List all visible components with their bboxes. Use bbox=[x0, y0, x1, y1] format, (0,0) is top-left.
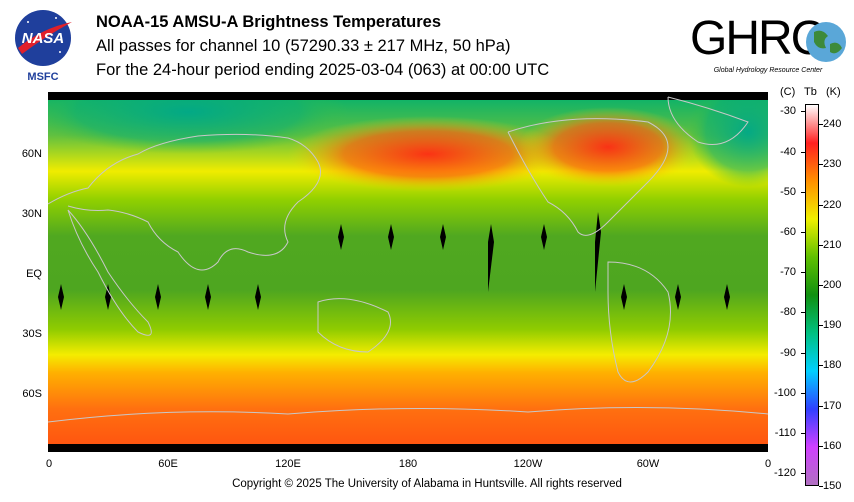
colorbar-kelvin-tick: 240 bbox=[823, 118, 842, 131]
lat-label-30s: 30S bbox=[22, 328, 42, 340]
colorbar-kelvin-tick: 180 bbox=[823, 359, 842, 372]
colorbar-celsius-tickmark bbox=[801, 151, 805, 153]
colorbar-celsius-tickmark bbox=[801, 111, 805, 113]
colorbar-kelvin-tick: 170 bbox=[823, 399, 842, 412]
lat-label-30n: 30N bbox=[21, 208, 42, 220]
lat-label-60n: 60N bbox=[21, 148, 42, 160]
colorbar-kelvin-tick: 230 bbox=[823, 158, 842, 171]
colorbar-celsius-tickmark bbox=[801, 473, 805, 475]
channel-subtitle: All passes for channel 10 (57290.33 ± 21… bbox=[96, 37, 511, 55]
colorbar bbox=[805, 104, 819, 486]
colorbar-header-tb: Tb bbox=[804, 86, 817, 98]
colorbar-celsius-tickmark bbox=[801, 433, 805, 435]
colorbar-celsius-tick: -40 bbox=[780, 145, 796, 158]
colorbar-kelvin-tickmark bbox=[819, 486, 823, 487]
lon-label-180: 180 bbox=[398, 458, 418, 470]
msfc-logo-text: MSFC bbox=[27, 71, 58, 83]
colorbar-kelvin-tickmark bbox=[819, 164, 823, 166]
colorbar-kelvin-tickmark bbox=[819, 284, 823, 286]
colorbar-kelvin-tick: 210 bbox=[823, 238, 842, 251]
colorbar-kelvin-tick: 190 bbox=[823, 319, 842, 332]
colorbar-celsius-tick: -50 bbox=[780, 185, 796, 198]
ghrc-logo: GHRC Global Hydrology Resource Center bbox=[690, 12, 846, 74]
lat-label-eq: EQ bbox=[26, 268, 42, 280]
ghrc-logo-subtitle: Global Hydrology Resource Center bbox=[714, 67, 823, 74]
colorbar-kelvin-tickmark bbox=[819, 365, 823, 367]
ghrc-logo-text: GHRC bbox=[690, 12, 824, 65]
period-subtitle: For the 24-hour period ending 2025-03-04… bbox=[96, 61, 550, 79]
colorbar-celsius-tickmark bbox=[801, 392, 805, 394]
nasa-logo: NASA MSFC bbox=[15, 10, 72, 83]
colorbar-kelvin-tickmark bbox=[819, 445, 823, 447]
lon-label-60w: 60W bbox=[636, 458, 660, 470]
colorbar-celsius-tick: -60 bbox=[780, 226, 796, 239]
lon-label-120e: 120E bbox=[275, 458, 301, 470]
colorbar-celsius-tick: -70 bbox=[780, 266, 796, 279]
map-canvas bbox=[48, 92, 768, 452]
colorbar-kelvin-tickmark bbox=[819, 325, 823, 327]
colorbar-kelvin-tick: 200 bbox=[823, 278, 842, 291]
lon-label-0-left: 0 bbox=[45, 458, 53, 470]
colorbar-kelvin-tickmark bbox=[819, 124, 823, 126]
colorbar-celsius-tickmark bbox=[801, 191, 805, 193]
colorbar-kelvin-tickmark bbox=[819, 405, 823, 407]
colorbar-kelvin-tick: 220 bbox=[823, 198, 842, 211]
colorbar-kelvin-tickmark bbox=[819, 204, 823, 206]
lat-label-60s: 60S bbox=[22, 388, 42, 400]
colorbar-celsius-tickmark bbox=[801, 272, 805, 274]
colorbar-kelvin-tickmark bbox=[819, 244, 823, 246]
colorbar-celsius-tick: -90 bbox=[780, 346, 796, 359]
colorbar-celsius-tick: -120 bbox=[773, 467, 796, 480]
colorbar-celsius-tick: -30 bbox=[780, 105, 796, 118]
colorbar-celsius-tick: -110 bbox=[774, 427, 796, 440]
lon-label-60e: 60E bbox=[158, 458, 178, 470]
colorbar-celsius-tick: -100 bbox=[773, 386, 796, 399]
colorbar-celsius-tickmark bbox=[801, 312, 805, 314]
lon-label-120w: 120W bbox=[513, 458, 543, 470]
lon-label-0-right: 0 bbox=[764, 458, 772, 470]
colorbar-celsius-tick: -80 bbox=[780, 306, 796, 319]
colorbar-header-k: (K) bbox=[826, 86, 841, 98]
nasa-logo-text: NASA bbox=[22, 30, 65, 47]
title-block: NOAA-15 AMSU-A Brightness Temperatures A… bbox=[96, 10, 549, 82]
colorbar-kelvin-tick: 150 bbox=[823, 480, 842, 492]
colorbar-header-c: (C) bbox=[780, 86, 796, 98]
colorbar-celsius-tickmark bbox=[801, 352, 805, 354]
copyright: Copyright © 2025 The University of Alaba… bbox=[232, 478, 622, 490]
colorbar-kelvin-tick: 160 bbox=[823, 439, 842, 452]
brightness-temperature-map bbox=[48, 92, 768, 452]
colorbar-celsius-tickmark bbox=[801, 232, 805, 234]
page-title: NOAA-15 AMSU-A Brightness Temperatures bbox=[96, 13, 442, 31]
